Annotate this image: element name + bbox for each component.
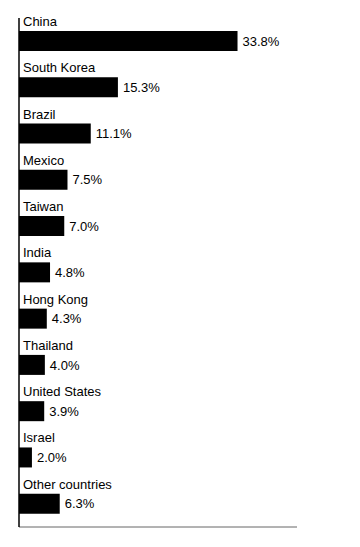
svg-text:11.1%: 11.1% [96,126,132,141]
svg-text:Hong Kong: Hong Kong [23,292,88,307]
svg-text:Thailand: Thailand [23,338,73,353]
svg-text:United States: United States [23,384,102,399]
svg-text:Taiwan: Taiwan [23,199,63,214]
svg-text:Other countries: Other countries [23,477,112,492]
svg-text:4.0%: 4.0% [50,358,80,373]
svg-text:7.0%: 7.0% [69,219,99,234]
svg-text:15.3%: 15.3% [123,80,160,95]
svg-text:India: India [23,245,52,260]
svg-text:4.3%: 4.3% [52,311,82,326]
svg-text:4.8%: 4.8% [55,265,85,280]
svg-text:3.9%: 3.9% [49,404,79,419]
svg-text:China: China [23,14,58,29]
svg-text:33.8%: 33.8% [243,34,280,49]
svg-text:South Korea: South Korea [23,60,96,75]
svg-text:Mexico: Mexico [23,153,64,168]
svg-text:6.3%: 6.3% [65,496,95,511]
svg-text:2.0%: 2.0% [37,450,67,465]
svg-text:Brazil: Brazil [23,107,56,122]
svg-text:7.5%: 7.5% [72,172,102,187]
svg-text:Israel: Israel [23,430,55,445]
